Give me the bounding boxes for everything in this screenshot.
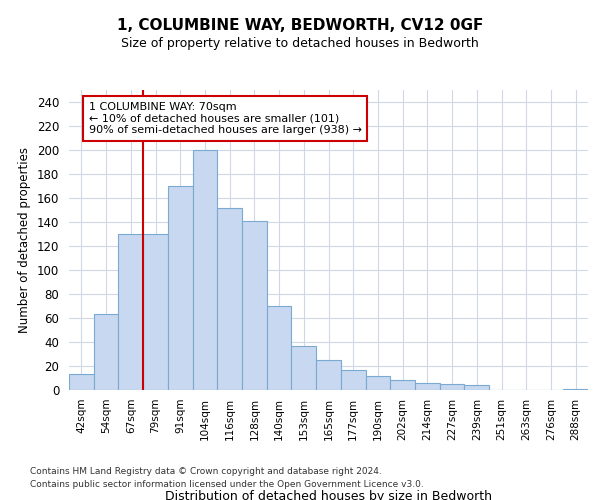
- Bar: [415, 383, 440, 390]
- Text: Size of property relative to detached houses in Bedworth: Size of property relative to detached ho…: [121, 38, 479, 51]
- Text: 1, COLUMBINE WAY, BEDWORTH, CV12 0GF: 1, COLUMBINE WAY, BEDWORTH, CV12 0GF: [117, 18, 483, 32]
- Bar: [440, 384, 464, 390]
- Bar: [94, 314, 118, 390]
- Bar: [341, 370, 365, 390]
- Bar: [118, 234, 143, 390]
- Bar: [168, 186, 193, 390]
- Y-axis label: Number of detached properties: Number of detached properties: [19, 147, 31, 333]
- Bar: [242, 221, 267, 390]
- Bar: [365, 376, 390, 390]
- Bar: [563, 389, 588, 390]
- Text: 1 COLUMBINE WAY: 70sqm
← 10% of detached houses are smaller (101)
90% of semi-de: 1 COLUMBINE WAY: 70sqm ← 10% of detached…: [89, 102, 362, 135]
- Bar: [464, 385, 489, 390]
- Bar: [217, 208, 242, 390]
- X-axis label: Distribution of detached houses by size in Bedworth: Distribution of detached houses by size …: [165, 490, 492, 500]
- Bar: [193, 150, 217, 390]
- Bar: [316, 360, 341, 390]
- Text: Contains HM Land Registry data © Crown copyright and database right 2024.: Contains HM Land Registry data © Crown c…: [30, 467, 382, 476]
- Bar: [143, 234, 168, 390]
- Text: Contains public sector information licensed under the Open Government Licence v3: Contains public sector information licen…: [30, 480, 424, 489]
- Bar: [69, 374, 94, 390]
- Bar: [267, 306, 292, 390]
- Bar: [292, 346, 316, 390]
- Bar: [390, 380, 415, 390]
